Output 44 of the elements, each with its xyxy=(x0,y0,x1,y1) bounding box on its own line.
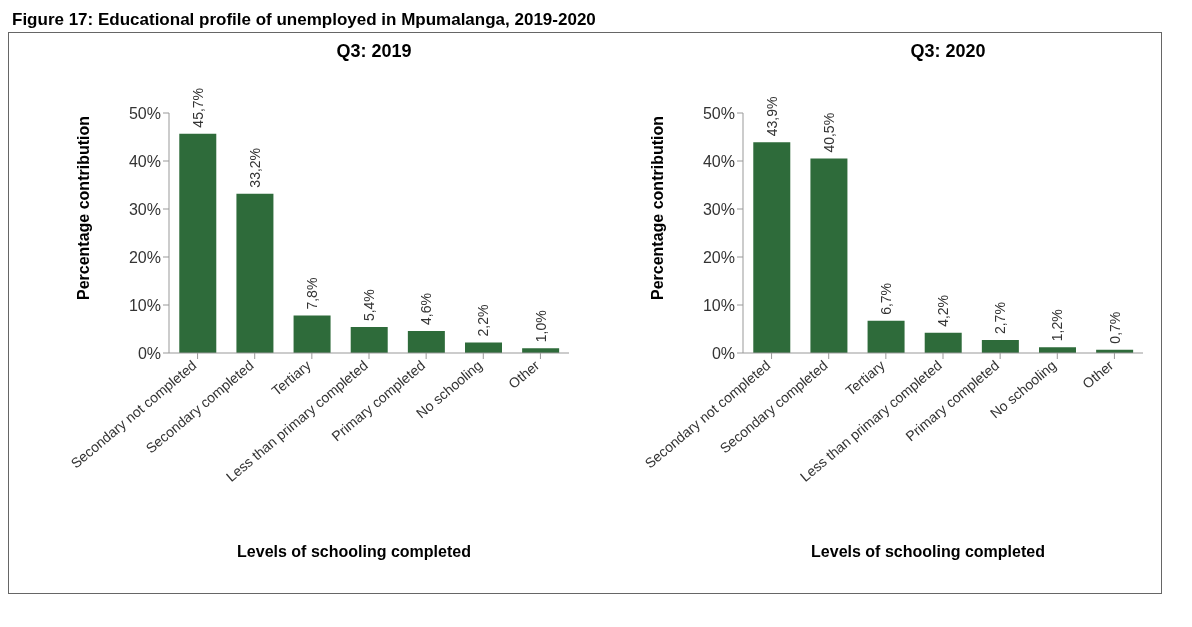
data-label: 4,6% xyxy=(418,293,435,325)
bar xyxy=(924,332,962,353)
y-tick-label: 20% xyxy=(128,248,161,266)
y-axis-title: Percentage contribution xyxy=(649,115,667,301)
bar xyxy=(810,158,848,353)
y-axis-title: Percentage contribution xyxy=(75,115,93,301)
y-tick-label: 30% xyxy=(128,200,161,218)
data-label: 1,0% xyxy=(532,310,549,343)
x-axis-title: Levels of schooling completed xyxy=(236,543,472,561)
data-label: 5,4% xyxy=(361,289,378,322)
y-tick-label: 0% xyxy=(711,344,735,362)
y-tick-label: 10% xyxy=(128,296,161,314)
data-label: 2,7% xyxy=(992,302,1009,335)
data-label: 0,7% xyxy=(1106,311,1123,344)
caption: Figure 17: Educational profile of unemployed in Mpumalanga, 2019-2020 xyxy=(11,9,597,31)
bar xyxy=(236,193,274,353)
y-tick-label: 50% xyxy=(702,104,735,122)
chart-title: Q3: 2019 xyxy=(335,41,413,62)
x-axis-title: Levels of schooling completed xyxy=(810,543,1046,561)
y-tick-label: 30% xyxy=(702,200,735,218)
data-label: 43,9% xyxy=(763,96,780,137)
data-label: 4,2% xyxy=(935,294,952,327)
data-label: 2,2% xyxy=(475,304,492,337)
y-tick-label: 10% xyxy=(702,296,735,314)
y-tick-label: 50% xyxy=(128,104,161,122)
data-label: 40,5% xyxy=(820,112,837,153)
bar xyxy=(465,342,502,353)
y-tick-label: 40% xyxy=(128,152,161,170)
bar xyxy=(350,327,388,353)
bar xyxy=(753,142,791,353)
y-tick-label: 0% xyxy=(137,344,161,362)
y-tick-label: 20% xyxy=(702,248,735,266)
bar xyxy=(293,315,331,353)
bar xyxy=(867,320,905,353)
bar xyxy=(179,133,217,353)
data-label: 45,7% xyxy=(189,87,206,128)
data-label: 33,2% xyxy=(246,147,263,188)
data-label: 7,8% xyxy=(304,277,321,310)
data-label: 6,7% xyxy=(878,282,895,315)
y-tick-label: 40% xyxy=(702,152,735,170)
chart-title: Q3: 2020 xyxy=(909,41,987,62)
bar xyxy=(407,330,445,353)
bar xyxy=(981,340,1019,353)
data-label: 1,2% xyxy=(1049,309,1066,342)
